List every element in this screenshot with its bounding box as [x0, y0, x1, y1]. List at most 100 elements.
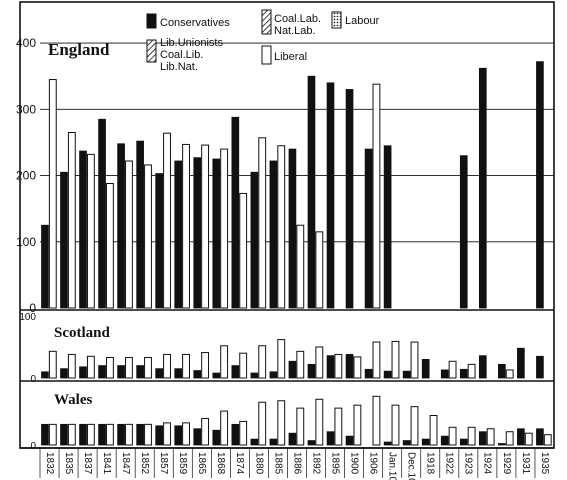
bar-conservatives: [269, 438, 278, 446]
bar-conservatives: [174, 425, 183, 446]
bar-conservatives: [421, 358, 430, 379]
bar-conservatives: [402, 370, 411, 379]
bar-liberal: [182, 143, 190, 309]
bar-conservatives: [41, 423, 49, 446]
x-tick-label-year: 1847: [120, 452, 131, 475]
bar-liberal: [48, 79, 57, 309]
x-tick-label-year: 1852: [139, 452, 150, 475]
bar-conservatives: [307, 363, 316, 379]
bar-conservatives: [231, 116, 240, 309]
x-tick-label-year: 1868: [215, 452, 226, 475]
x-tick-label-year: 1895: [329, 452, 340, 475]
x-tick-label-year: 1835: [63, 452, 74, 475]
bar-liberal: [182, 353, 190, 379]
panel-title-england: England: [48, 40, 110, 59]
bar-liberal: [144, 164, 152, 309]
bar-conservatives: [60, 368, 68, 379]
bar-liberal: [334, 407, 343, 446]
bar-conservatives: [250, 438, 259, 446]
bar-liberal: [524, 432, 533, 446]
bar-liberal: [48, 423, 57, 446]
bar-liberal: [429, 415, 438, 446]
bar-conservatives: [440, 435, 449, 446]
bar-conservatives: [117, 423, 125, 446]
bar-liberal: [277, 145, 286, 309]
legend-label-labour: Labour: [345, 15, 380, 27]
bar-conservatives: [517, 347, 525, 379]
bar-conservatives: [288, 148, 297, 309]
bar-conservatives: [231, 365, 240, 379]
bar-liberal: [239, 192, 248, 309]
bar-conservatives: [193, 428, 202, 446]
y-tick-label: 400: [16, 36, 36, 50]
bar-conservatives: [98, 423, 106, 446]
x-tick-label-year: 1874: [234, 452, 245, 475]
legend-swatch-liberal: [261, 45, 272, 65]
bar-liberal: [67, 423, 76, 446]
bar-liberal: [201, 144, 210, 309]
bar-liberal: [239, 420, 248, 446]
bar-liberal: [277, 339, 286, 379]
bar-liberal: [353, 404, 362, 446]
x-tick-label-year: 1923: [463, 452, 474, 475]
bar-liberal: [201, 417, 210, 446]
x-tick-label-year: 1931: [520, 452, 531, 475]
x-tick-label-year: Jan.10: [387, 452, 398, 480]
bar-liberal: [543, 434, 552, 446]
legend-swatch-coalition-liberal: [146, 39, 157, 63]
bar-liberal: [467, 363, 476, 379]
bar-liberal: [296, 407, 305, 446]
bar-liberal: [448, 360, 457, 379]
bar-conservatives: [193, 370, 202, 379]
bar-conservatives: [212, 429, 221, 446]
bar-conservatives: [364, 368, 373, 379]
panel-title-wales: Wales: [54, 392, 92, 408]
bar-liberal: [86, 423, 95, 446]
bar-liberal: [125, 160, 133, 309]
legend-label-coal-lab: Coal.Lab.: [274, 13, 321, 25]
bar-conservatives: [307, 75, 316, 309]
bar-liberal: [258, 345, 267, 379]
bar-liberal: [220, 410, 229, 446]
y-tick-label: 100: [19, 312, 36, 323]
bar-conservatives: [41, 224, 49, 309]
bar-conservatives: [79, 366, 87, 379]
bar-conservatives: [440, 369, 449, 379]
legend-swatch-conservatives: [146, 13, 157, 29]
y-tick-label: 0: [30, 374, 36, 385]
bar-conservatives: [250, 372, 259, 379]
legend-label-coal-lib: Coal.Lib.: [160, 49, 203, 61]
bar-conservatives: [459, 438, 468, 446]
x-tick-label-year: 1924: [482, 452, 493, 475]
x-tick-label-year: 1859: [177, 452, 188, 475]
bar-liberal: [372, 341, 381, 379]
bar-liberal: [315, 398, 324, 446]
bar-conservatives: [174, 368, 183, 379]
bar-conservatives: [307, 440, 316, 446]
bar-conservatives: [174, 160, 183, 309]
bar-conservatives: [536, 61, 544, 309]
bar-liberal: [144, 357, 152, 379]
bar-conservatives: [155, 425, 163, 446]
legend-swatch-labour: [331, 11, 342, 29]
bar-conservatives: [98, 118, 106, 309]
bar-conservatives: [288, 432, 297, 446]
bar-conservatives: [517, 428, 525, 446]
bar-conservatives: [326, 431, 335, 446]
bar-liberal: [86, 355, 95, 379]
bar-conservatives: [212, 158, 221, 309]
bar-liberal: [410, 406, 419, 446]
x-tick-label-year: 1841: [101, 452, 112, 475]
bar-conservatives: [155, 173, 163, 309]
x-tick-label-year: Dec.10: [406, 452, 417, 480]
bar-liberal: [372, 395, 381, 446]
bar-conservatives: [117, 143, 125, 309]
bar-conservatives: [421, 438, 430, 446]
bar-liberal: [163, 353, 171, 379]
x-tick-label-year: 1900: [348, 452, 359, 475]
bar-conservatives: [250, 171, 259, 309]
bar-conservatives: [478, 355, 487, 379]
x-tick-label-year: 1832: [44, 452, 55, 475]
bar-conservatives: [136, 365, 144, 379]
y-tick-label: 0: [30, 441, 36, 452]
